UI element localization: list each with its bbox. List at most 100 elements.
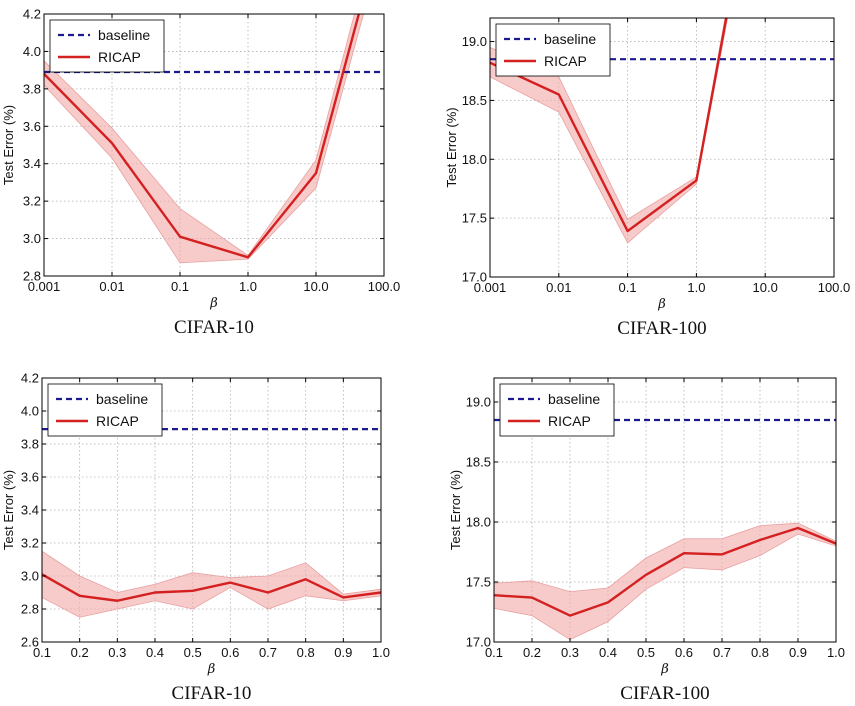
y-tick-label: 2.8: [23, 269, 41, 284]
legend-ricap-label: RICAP: [544, 53, 587, 69]
legend-baseline-label: baseline: [98, 27, 150, 43]
y-tick-label: 3.4: [21, 503, 39, 518]
x-tick-label: 10.0: [303, 279, 328, 294]
legend: baseline RICAP: [499, 383, 615, 437]
x-tick-label: 0.4: [146, 645, 164, 660]
legend-ricap-label: RICAP: [98, 49, 141, 65]
axis-ticks: 0.1 0.2 0.3 0.4 0.5 0.6 0.7 0.8 0.9 1.0 2.6 2.8 3.0 3…: [21, 371, 390, 661]
legend-baseline-label: baseline: [544, 31, 596, 47]
x-tick-label: 0.6: [675, 645, 693, 660]
x-tick-label: 0.1: [619, 280, 637, 295]
axis-ticks: 0.001 0.01 0.1 1.0 10.0 100.0 17.0 17.5 18.0 18.5…: [462, 18, 851, 295]
legend-baseline-label: baseline: [548, 391, 600, 407]
y-tick-label: 19.0: [462, 34, 487, 49]
x-tick-label: 10.0: [753, 280, 778, 295]
y-tick-label: 18.0: [462, 152, 487, 167]
panel-caption: CIFAR-100: [620, 683, 709, 704]
y-tick-label: 3.8: [23, 81, 41, 96]
x-tick-label: 0.7: [713, 645, 731, 660]
legend-ricap-label: RICAP: [548, 413, 591, 429]
x-tick-label: 1.0: [827, 645, 845, 660]
x-axis-label: β: [657, 297, 666, 312]
x-tick-label: 1.0: [372, 645, 390, 660]
y-axis-label: Test Error (%): [1, 470, 16, 550]
y-tick-label: 18.5: [462, 93, 487, 108]
legend-ricap-label: RICAP: [96, 413, 139, 429]
axis-ticks: 0.1 0.2 0.3 0.4 0.5 0.6 0.7 0.8 0.9 1.0 17.0 17.5 18…: [466, 378, 845, 660]
x-tick-label: 100.0: [818, 280, 851, 295]
y-tick-label: 17.5: [462, 211, 487, 226]
y-tick-label: 17.5: [466, 575, 491, 590]
x-tick-label: 0.9: [334, 645, 352, 660]
legend-box: [49, 19, 165, 73]
x-tick-label: 1.0: [687, 280, 705, 295]
x-tick-label: 0.001: [474, 280, 507, 295]
y-tick-label: 17.0: [462, 270, 487, 285]
axis-ticks: 0.001 0.01 0.1 1.0 10.0 100.0 2.8 3.0 3.2 3.4 3.6 3…: [23, 7, 400, 295]
ricap-line: [44, 14, 361, 259]
legend-box: [499, 383, 615, 437]
y-tick-label: 4.0: [23, 44, 41, 59]
x-tick-label: 0.4: [599, 645, 617, 660]
x-axis-label: β: [209, 296, 218, 311]
legend-box: [47, 383, 163, 437]
chart-panel-1: 0.001 0.01 0.1 1.0 10.0 100.0 2.8 3.0 3.2 3.4 3.6 3…: [1, 7, 400, 339]
y-tick-label: 3.2: [23, 194, 41, 209]
plot-area: [44, 14, 384, 264]
plot-frame: [43, 13, 385, 277]
chart-panel-2: 0.001 0.01 0.1 1.0 10.0 100.0 17.0 17.5 18.0 18.5…: [444, 17, 851, 339]
x-tick-label: 0.6: [221, 645, 239, 660]
legend-baseline-label: baseline: [96, 391, 148, 407]
y-tick-label: 3.0: [21, 569, 39, 584]
chart-panel-4: 0.1 0.2 0.3 0.4 0.5 0.6 0.7 0.8 0.9 1.0 17.0 17.5 18…: [448, 377, 845, 704]
y-tick-label: 18.5: [466, 455, 491, 470]
y-axis-label: Test Error (%): [1, 105, 16, 185]
y-tick-label: 4.0: [21, 404, 39, 419]
x-tick-label: 100.0: [368, 279, 401, 294]
x-tick-label: 0.01: [546, 280, 571, 295]
panel-caption: CIFAR-10: [172, 683, 252, 704]
legend: baseline RICAP: [47, 383, 163, 437]
x-tick-label: 1.0: [239, 279, 257, 294]
ricap-line: [42, 573, 381, 602]
x-tick-label: 0.5: [637, 645, 655, 660]
x-tick-label: 0.8: [297, 645, 315, 660]
x-tick-label: 0.1: [171, 279, 189, 294]
y-tick-label: 2.8: [21, 602, 39, 617]
x-tick-label: 0.8: [751, 645, 769, 660]
y-tick-label: 3.4: [23, 156, 41, 171]
y-tick-label: 18.0: [466, 515, 491, 530]
y-tick-label: 3.6: [21, 470, 39, 485]
y-tick-label: 3.0: [23, 231, 41, 246]
x-tick-label: 0.3: [561, 645, 579, 660]
legend-box: [495, 23, 611, 77]
y-tick-label: 19.0: [466, 395, 491, 410]
panel-caption: CIFAR-10: [174, 317, 254, 338]
x-tick-label: 0.01: [99, 279, 124, 294]
plot-area: [494, 418, 836, 641]
y-tick-label: 3.6: [23, 119, 41, 134]
legend: baseline RICAP: [495, 23, 611, 77]
chart-panel-3: 0.1 0.2 0.3 0.4 0.5 0.6 0.7 0.8 0.9 1.0 2.6 2.8 3.0 3…: [1, 371, 390, 705]
y-tick-label: 2.6: [21, 635, 39, 650]
y-tick-label: 17.0: [466, 635, 491, 650]
x-tick-label: 0.001: [28, 279, 61, 294]
panel-caption: CIFAR-100: [617, 318, 706, 339]
x-tick-label: 0.1: [485, 645, 503, 660]
x-tick-label: 0.9: [789, 645, 807, 660]
x-axis-label: β: [207, 662, 216, 677]
x-tick-label: 0.7: [259, 645, 277, 660]
x-tick-label: 0.2: [523, 645, 541, 660]
y-axis-label: Test Error (%): [444, 107, 459, 187]
plot-area: [42, 428, 381, 618]
x-tick-label: 0.1: [33, 645, 51, 660]
y-tick-label: 3.2: [21, 536, 39, 551]
plot-frame: [489, 17, 835, 278]
ricap-line: [494, 526, 836, 617]
plot-frame: [493, 377, 837, 643]
x-tick-label: 0.5: [184, 645, 202, 660]
ricap-confidence-band: [42, 550, 381, 618]
x-tick-label: 0.3: [108, 645, 126, 660]
x-tick-label: 0.2: [71, 645, 89, 660]
